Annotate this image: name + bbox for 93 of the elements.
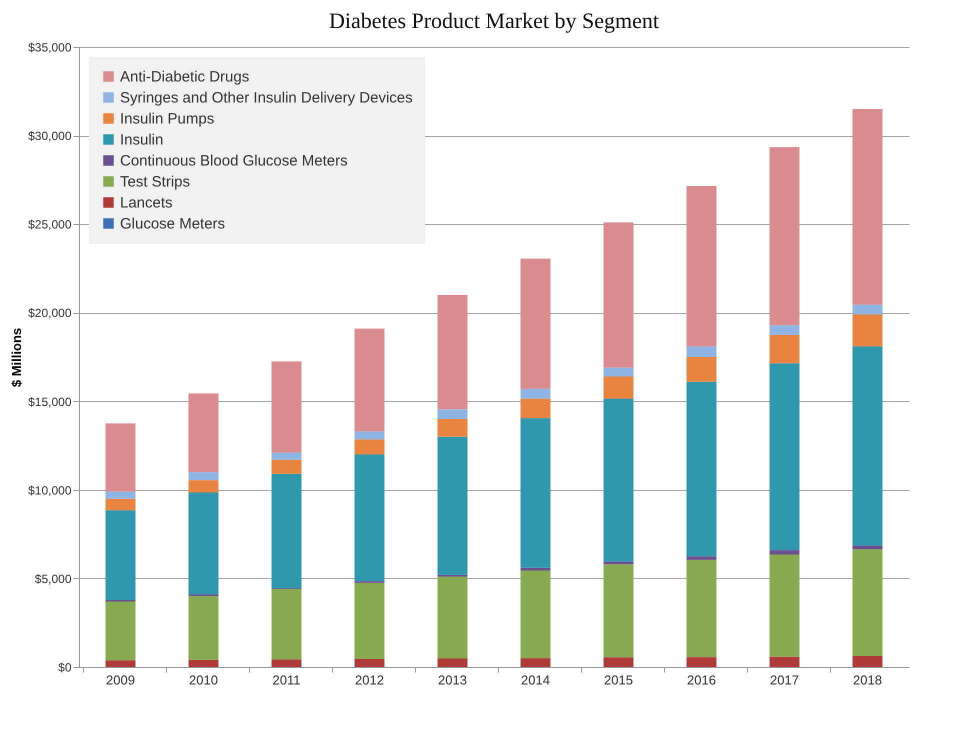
bar: [272, 659, 302, 667]
chart-title: Diabetes Product Market by Segment: [329, 8, 659, 33]
bar: [686, 382, 716, 556]
bar: [106, 660, 136, 667]
bar: [520, 388, 550, 399]
bar: [770, 363, 800, 550]
bar: [604, 376, 634, 399]
bar: [354, 454, 384, 582]
bar: [438, 658, 468, 667]
legend-label: Test Strips: [120, 174, 190, 190]
bar: [354, 582, 384, 660]
bar: [852, 546, 882, 550]
bar: [686, 560, 716, 658]
x-tick-label: 2017: [770, 672, 799, 688]
legend-label: Syringes and Other Insulin Delivery Devices: [120, 90, 413, 106]
bar: [106, 423, 136, 492]
y-axis-title: $ Millions: [9, 328, 24, 388]
y-tick-label: $10,000: [28, 483, 72, 498]
bar: [770, 656, 800, 667]
bar: [852, 314, 882, 346]
bar: [520, 418, 550, 568]
x-tick-label: 2015: [604, 672, 633, 688]
x-tick-label: 2010: [189, 672, 218, 688]
bar: [686, 186, 716, 346]
bar: [106, 601, 136, 660]
bar: [520, 658, 550, 667]
x-tick-label: 2018: [853, 672, 882, 688]
bar: [604, 564, 634, 658]
legend-label: Lancets: [120, 194, 173, 212]
bar: [852, 109, 882, 305]
bar: [188, 393, 218, 472]
bar: [604, 657, 634, 667]
x-tick-label: 2016: [687, 672, 716, 688]
y-tick-label: $15,000: [28, 394, 72, 409]
x-tick-label: 2012: [355, 672, 384, 688]
bar: [188, 596, 218, 660]
bar: [354, 439, 384, 454]
bar: [852, 656, 882, 667]
bar: [354, 328, 384, 432]
legend-label: Continuous Blood Glucose Meters: [120, 152, 348, 170]
bar: [686, 346, 716, 357]
legend-label: Insulin Pumps: [120, 110, 214, 128]
bar: [604, 562, 634, 564]
bar: [770, 554, 800, 657]
bar: [520, 398, 550, 418]
bar: [354, 431, 384, 440]
bar: [106, 492, 136, 499]
bar: [438, 419, 468, 437]
legend-label: Anti-Diabetic Drugs: [120, 68, 250, 86]
bar: [686, 657, 716, 667]
bar: [438, 409, 468, 419]
bar: [770, 550, 800, 555]
bar: [272, 589, 302, 660]
y-tick-label: $35,000: [28, 40, 72, 54]
bar: [272, 474, 302, 588]
bar: [770, 147, 800, 326]
bar: [188, 472, 218, 480]
y-tick-label: $20,000: [28, 306, 72, 320]
bar: [272, 452, 302, 460]
bar: [520, 258, 550, 389]
bar: [604, 368, 634, 376]
x-tick-label: 2011: [272, 672, 300, 688]
bar: [438, 436, 468, 575]
bar: [188, 492, 218, 594]
bar: [852, 346, 882, 546]
y-tick-label: $25,000: [28, 218, 72, 232]
bar: [438, 295, 468, 410]
bar: [188, 480, 218, 493]
bar: [106, 498, 136, 510]
legend-label: Insulin: [120, 132, 164, 148]
y-tick-label: $5,000: [34, 572, 72, 586]
bar: [686, 357, 716, 382]
bar: [604, 222, 634, 368]
bar: [354, 659, 384, 667]
bar: [438, 576, 468, 658]
bar: [272, 460, 302, 474]
bar: [770, 325, 800, 335]
bar: [686, 556, 716, 560]
bar: [272, 361, 302, 453]
bar: [520, 568, 550, 570]
x-tick-label: 2013: [438, 672, 467, 688]
bar: [770, 334, 800, 364]
x-tick-label: 2014: [521, 672, 550, 688]
bar: [604, 398, 634, 562]
bar: [520, 570, 550, 658]
y-tick-label: $30,000: [28, 129, 72, 144]
y-tick-label: $0: [58, 660, 72, 674]
legend-label: Glucose Meters: [120, 216, 226, 232]
bar: [188, 660, 218, 667]
bar: [852, 304, 882, 314]
x-tick-label: 2009: [106, 672, 135, 688]
bar: [852, 549, 882, 656]
bar: [106, 510, 136, 600]
